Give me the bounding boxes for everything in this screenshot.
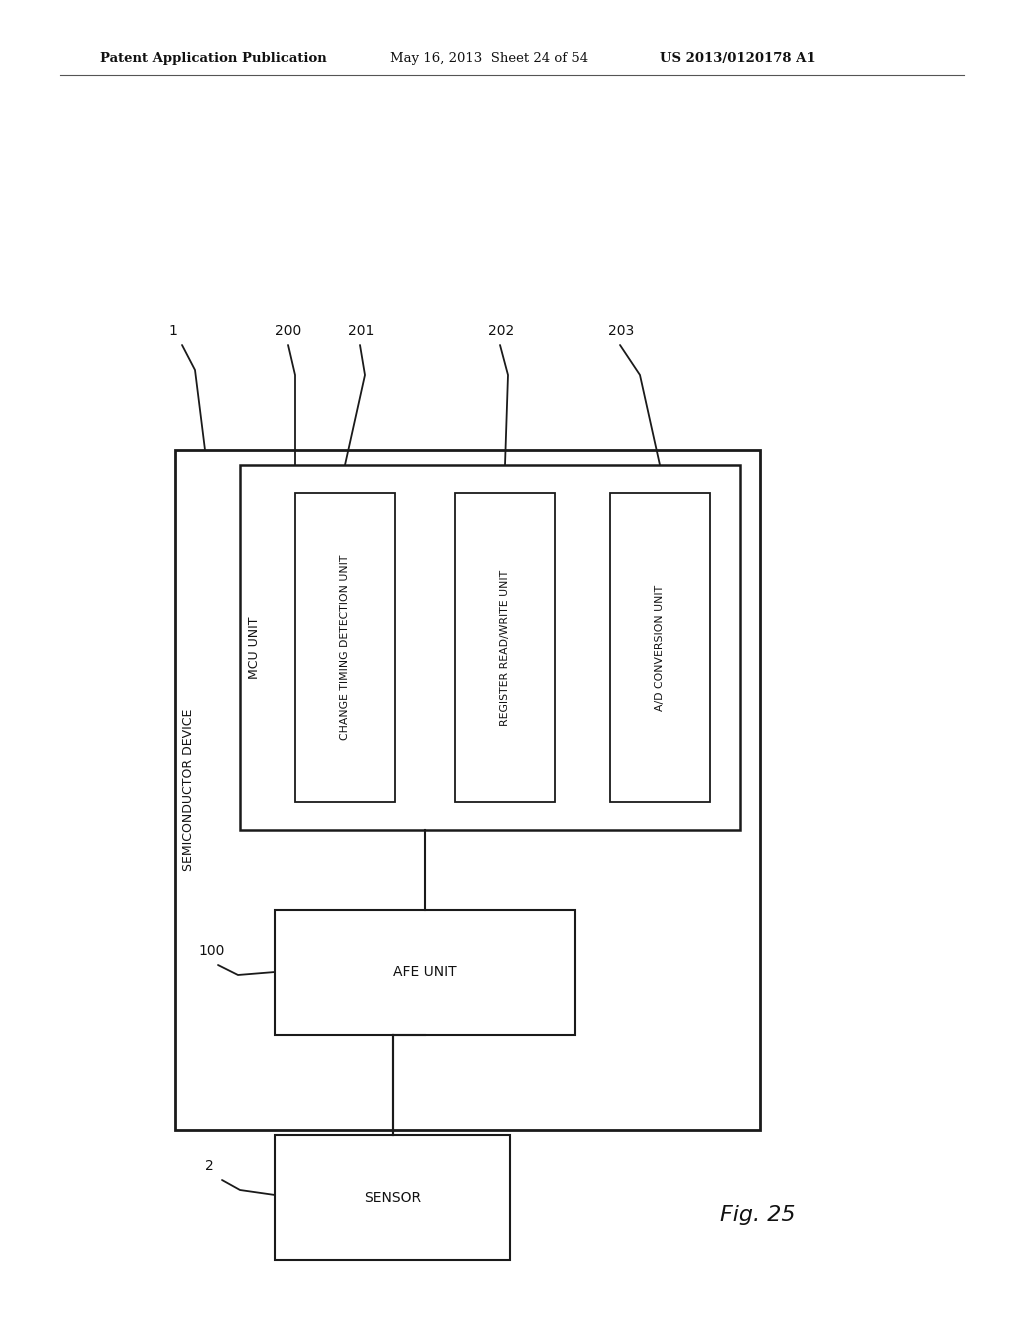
- Text: 2: 2: [205, 1159, 214, 1173]
- Text: 1: 1: [168, 323, 177, 338]
- Text: 202: 202: [488, 323, 514, 338]
- Bar: [275, 909, 575, 1035]
- Text: Fig. 25: Fig. 25: [720, 1205, 796, 1225]
- Bar: [240, 465, 740, 830]
- Bar: [175, 450, 760, 1130]
- Text: 200: 200: [275, 323, 301, 338]
- Text: MCU UNIT: MCU UNIT: [248, 616, 260, 678]
- Text: US 2013/0120178 A1: US 2013/0120178 A1: [660, 51, 816, 65]
- Text: A/D CONVERSION UNIT: A/D CONVERSION UNIT: [655, 585, 665, 710]
- Text: 100: 100: [198, 944, 224, 958]
- Bar: [295, 492, 395, 803]
- Text: May 16, 2013  Sheet 24 of 54: May 16, 2013 Sheet 24 of 54: [390, 51, 588, 65]
- Text: 201: 201: [348, 323, 375, 338]
- Text: AFE UNIT: AFE UNIT: [393, 965, 457, 979]
- Text: CHANGE TIMING DETECTION UNIT: CHANGE TIMING DETECTION UNIT: [340, 554, 350, 741]
- Text: REGISTER READ/WRITE UNIT: REGISTER READ/WRITE UNIT: [500, 569, 510, 726]
- Text: SEMICONDUCTOR DEVICE: SEMICONDUCTOR DEVICE: [182, 709, 196, 871]
- Text: Patent Application Publication: Patent Application Publication: [100, 51, 327, 65]
- Bar: [610, 492, 710, 803]
- Bar: [275, 1135, 510, 1261]
- Text: SENSOR: SENSOR: [364, 1191, 421, 1204]
- Bar: [455, 492, 555, 803]
- Text: 203: 203: [608, 323, 634, 338]
